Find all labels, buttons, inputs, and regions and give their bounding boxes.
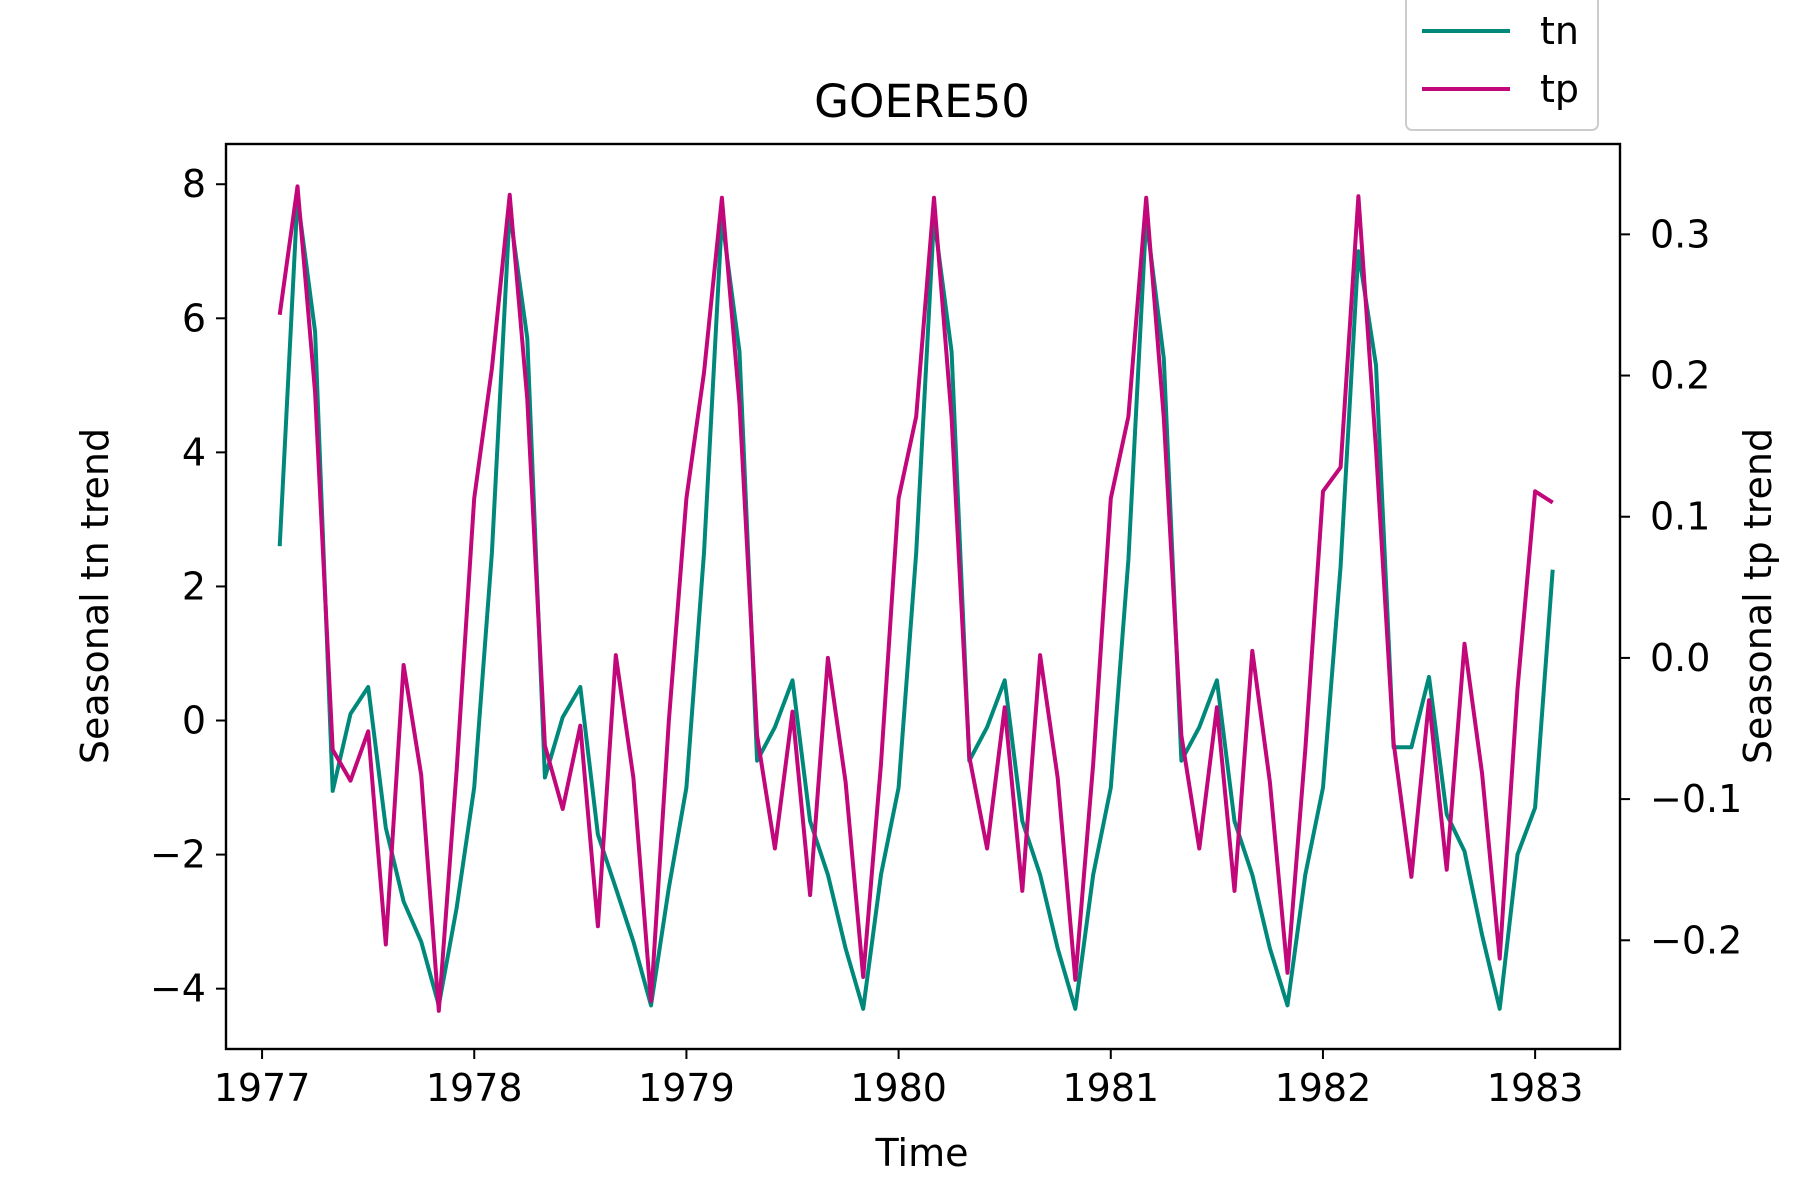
y-axis-left: −4 −2 0 2 4 6 8 [150,162,226,1011]
plot-frame [224,142,1622,1051]
y-right-tick-label: 0.3 [1650,212,1710,256]
y-right-tick-label: 0.2 [1650,354,1710,398]
y-axis-left-label: Seasonal tn trend [73,428,117,764]
legend-label-tn: tn [1540,9,1579,53]
chart-title: GOERE50 [814,75,1030,128]
legend: tn tp [1405,0,1599,131]
x-tick-label: 1979 [638,1066,735,1110]
x-tick-label: 1983 [1487,1066,1584,1110]
series-line-tp [277,184,1554,1013]
series-line-tn [277,195,1555,1011]
y-right-tick-label: 0.0 [1650,636,1710,680]
y-left-tick-label: 0 [182,699,206,743]
y-left-tick-label: −4 [150,967,206,1011]
legend-label-tp: tp [1540,67,1579,111]
x-axis-label: Time [875,1131,969,1175]
y-left-tick-label: −2 [150,833,206,877]
series-layer [277,184,1555,1013]
y-left-tick-label: 6 [182,296,206,340]
y-left-tick-label: 4 [182,430,206,474]
x-tick-label: 1977 [214,1066,311,1110]
y-left-tick-label: 2 [182,564,206,608]
x-tick-label: 1982 [1275,1066,1372,1110]
x-tick-label: 1978 [426,1066,523,1110]
x-tick-label: 1981 [1062,1066,1159,1110]
y-right-tick-label: 0.1 [1650,495,1710,539]
x-tick-label: 1980 [850,1066,947,1110]
y-left-tick-label: 8 [182,162,206,206]
y-right-tick-label: −0.2 [1650,918,1742,962]
x-axis: 1977 1978 1979 1980 1981 1982 1983 [214,1049,1584,1110]
y-right-tick-label: −0.1 [1650,777,1742,821]
y-axis-right-label: Seasonal tp trend [1736,428,1780,764]
y-axis-right: −0.2 −0.1 0.0 0.1 0.2 0.3 [1620,212,1742,962]
